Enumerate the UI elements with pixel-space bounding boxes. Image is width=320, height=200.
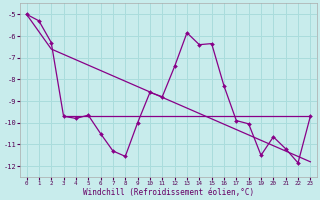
X-axis label: Windchill (Refroidissement éolien,°C): Windchill (Refroidissement éolien,°C) — [83, 188, 254, 197]
